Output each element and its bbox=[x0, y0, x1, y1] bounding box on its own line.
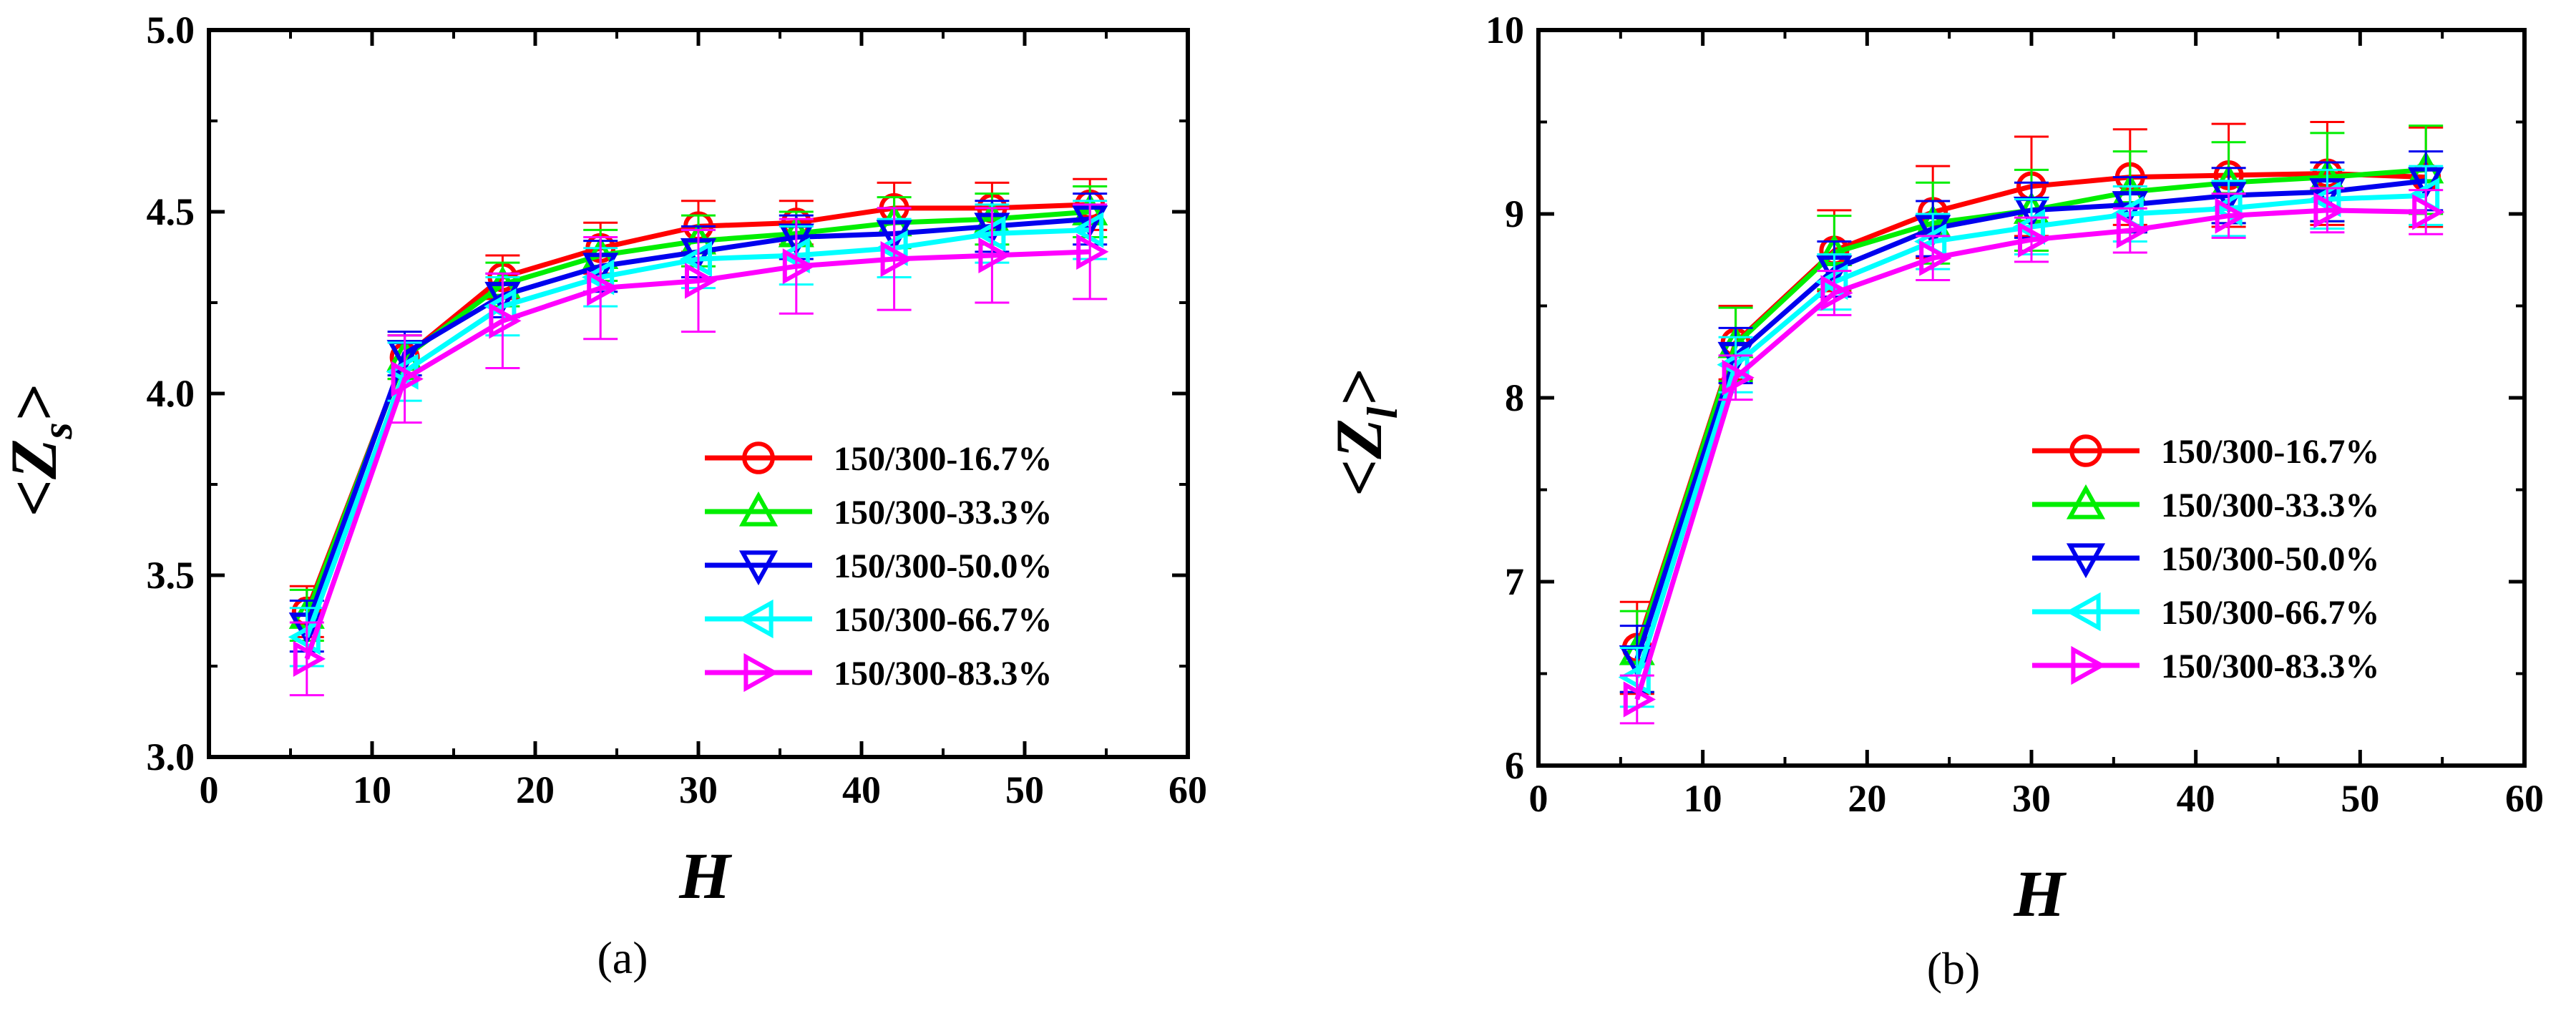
legend-a: 150/300-16.7% 150/300-33.3% 150/300-50.0% 1… bbox=[705, 440, 1052, 693]
legend-b: 150/300-16.7% 150/300-33.3% 150/300-50.0% 1… bbox=[2032, 433, 2379, 685]
x-tick-label: 40 bbox=[842, 768, 881, 811]
x-tick-label: 50 bbox=[1005, 768, 1044, 811]
legend-label: 150/300-66.7% bbox=[2161, 594, 2379, 632]
y-axis-title-sub-a: s bbox=[34, 422, 81, 439]
y-tick-label: 4.5 bbox=[147, 190, 195, 233]
x-tick-label: 0 bbox=[200, 768, 219, 811]
legend-marker bbox=[2066, 543, 2106, 579]
data-point bbox=[288, 619, 321, 655]
x-axis-title-a: H bbox=[678, 839, 732, 912]
legend-label: 150/300-83.3% bbox=[2161, 648, 2379, 685]
legend-label: 150/300-33.3% bbox=[834, 494, 1052, 532]
data-point bbox=[777, 237, 810, 274]
legend-label: 150/300-50.0% bbox=[834, 547, 1052, 585]
legend-marker bbox=[2065, 592, 2101, 632]
data-point bbox=[587, 270, 620, 306]
y-tick-label: 3.5 bbox=[147, 554, 195, 597]
data-point bbox=[391, 361, 424, 397]
data-point bbox=[1815, 263, 1848, 301]
data-point bbox=[2116, 213, 2149, 249]
data-point bbox=[1076, 233, 1109, 270]
panel-label-b: (b) bbox=[1927, 943, 1981, 994]
series-line bbox=[304, 249, 1091, 660]
x-axis-title-b: H bbox=[2013, 857, 2067, 930]
data-point bbox=[978, 237, 1011, 274]
series-b-5 bbox=[1619, 187, 2445, 725]
data-point bbox=[1722, 359, 1755, 396]
y-axis-title-sub-b: l bbox=[1359, 406, 1406, 419]
data-point bbox=[1820, 275, 1853, 311]
data-point bbox=[582, 259, 615, 295]
series-line bbox=[1634, 207, 2426, 700]
x-tick-label: 20 bbox=[1848, 777, 1886, 820]
y-tick-label: 6 bbox=[1505, 744, 1524, 787]
data-point bbox=[875, 230, 908, 266]
x-tick-label: 20 bbox=[516, 768, 555, 811]
data-point bbox=[2018, 221, 2051, 258]
legend-marker bbox=[738, 550, 779, 586]
ticks-b: 0 10 20 30 40 50 60 6 7 8 9 10 bbox=[1485, 9, 2544, 820]
data-point bbox=[1623, 681, 1656, 718]
legend-label: 150/300-66.7% bbox=[834, 601, 1052, 639]
data-point bbox=[489, 303, 522, 339]
data-point bbox=[973, 215, 1006, 252]
legend-marker bbox=[2071, 645, 2107, 685]
data-point bbox=[685, 263, 718, 299]
y-axis-title-a: <Zs> bbox=[0, 385, 81, 517]
y-tick-label: 10 bbox=[1485, 9, 1524, 52]
plot-frame-a bbox=[207, 28, 1190, 759]
data-point bbox=[782, 248, 815, 285]
series-a-5 bbox=[289, 203, 1109, 697]
y-tick-label: 7 bbox=[1505, 560, 1524, 603]
y-tick-label: 4.0 bbox=[147, 372, 195, 415]
y-tick-label: 8 bbox=[1505, 376, 1524, 419]
x-tick-label: 30 bbox=[679, 768, 718, 811]
y-axis-title-b: <Zl> bbox=[1322, 369, 1406, 497]
x-tick-label: 10 bbox=[353, 768, 391, 811]
plot-frame-b bbox=[1536, 28, 2527, 768]
legend-label: 150/300-33.3% bbox=[2161, 487, 2379, 524]
x-tick-label: 60 bbox=[2505, 777, 2544, 820]
data-point bbox=[1618, 659, 1651, 695]
data-point bbox=[2308, 181, 2341, 218]
y-tick-label: 9 bbox=[1505, 192, 1524, 235]
panel-label-a: (a) bbox=[597, 932, 648, 983]
y-tick-label: 5.0 bbox=[147, 9, 195, 52]
x-tick-label: 40 bbox=[2177, 777, 2215, 820]
legend-marker bbox=[742, 441, 775, 474]
legend-label: 150/300-83.3% bbox=[834, 655, 1052, 693]
data-point bbox=[2012, 208, 2045, 245]
y-tick-label: 3.0 bbox=[147, 736, 195, 778]
data-point bbox=[293, 640, 326, 677]
x-tick-label: 60 bbox=[1169, 768, 1207, 811]
data-point bbox=[880, 240, 913, 278]
y-axis-title-main-a: Z bbox=[0, 439, 70, 480]
chart-panel-a: <Zs> H (a) 0 10 20 30 40 50 60 3.0 3.5 4.0 4.5 5.0 1… bbox=[0, 9, 1207, 983]
x-tick-label: 30 bbox=[2012, 777, 2051, 820]
legend-label: 150/300-50.0% bbox=[2161, 540, 2379, 578]
chart-panel-b: <Zl> H (b) 0 10 20 30 40 50 60 6 7 8 9 10 150/300-16… bbox=[1322, 9, 2544, 994]
legend-marker bbox=[2066, 484, 2106, 519]
x-tick-label: 10 bbox=[1684, 777, 1722, 820]
x-tick-label: 50 bbox=[2341, 777, 2379, 820]
legend-marker bbox=[738, 599, 774, 639]
x-tick-label: 0 bbox=[1529, 777, 1548, 820]
data-point bbox=[2313, 192, 2346, 228]
data-point bbox=[1071, 212, 1104, 248]
y-axis-title-main-b: Z bbox=[1322, 419, 1395, 459]
legend-marker bbox=[2069, 434, 2102, 467]
legend-label: 150/300-16.7% bbox=[834, 440, 1052, 478]
data-point bbox=[679, 240, 712, 278]
data-point bbox=[2215, 197, 2248, 234]
legend-marker bbox=[738, 491, 779, 527]
data-point bbox=[1919, 240, 1952, 276]
legend-label: 150/300-16.7% bbox=[2161, 433, 2379, 471]
ticks-a: 0 10 20 30 40 50 60 3.0 3.5 4.0 4.5 5.0 bbox=[147, 9, 1208, 811]
legend-marker bbox=[743, 653, 779, 693]
data-point bbox=[2412, 194, 2445, 230]
